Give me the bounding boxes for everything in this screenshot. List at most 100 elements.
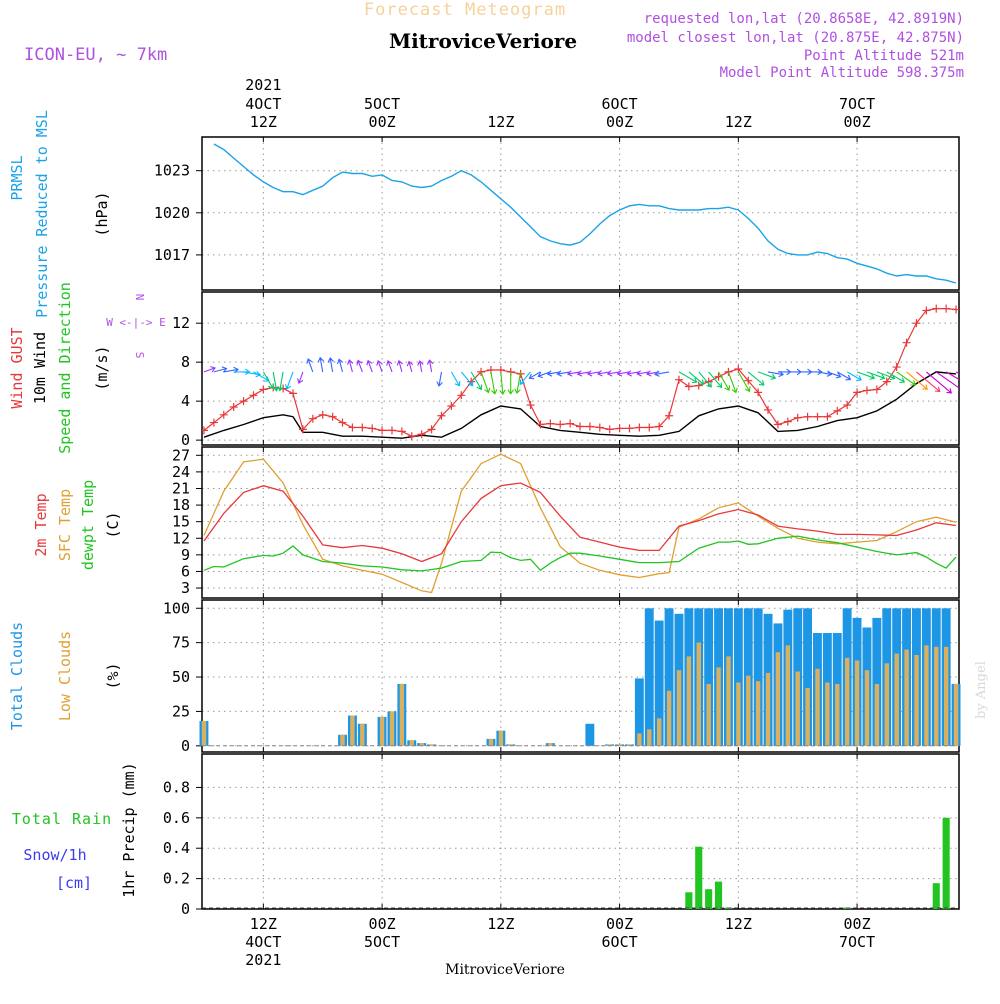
gust-marker: [298, 425, 307, 434]
panel-frame: [201, 599, 960, 753]
rain-bar: [705, 889, 713, 909]
gust-marker: [477, 367, 486, 376]
y-label-total-rain: Total Rain: [12, 810, 112, 828]
bottom-time-label: 12Z: [487, 915, 514, 933]
y-label-wind: 10m Wind: [31, 332, 49, 404]
gust-marker: [862, 386, 871, 395]
low-cloud-bar: [498, 730, 504, 746]
y-tick-label: 12: [172, 314, 190, 332]
low-cloud-bar: [874, 683, 880, 746]
gust-marker: [625, 424, 634, 433]
gust-marker: [882, 377, 891, 386]
y-tick-label: 27: [172, 446, 190, 464]
wind-arrow: [537, 371, 551, 379]
gust-marker: [249, 391, 258, 400]
gust-marker: [387, 426, 396, 435]
bottom-time-label: 2021: [245, 951, 281, 969]
y-tick-label: 1017: [154, 246, 190, 264]
wind-arrow: [499, 371, 506, 396]
wind-arrow: [262, 371, 274, 390]
top-time-label: 5OCT: [364, 95, 400, 113]
panel-5: 0 0.2 0.4 0.6 0.8: [163, 753, 960, 918]
wind-10m-line: [203, 371, 957, 439]
gust-marker: [229, 402, 238, 411]
low-cloud-bar: [815, 668, 820, 746]
total-cloud-bar: [654, 620, 664, 746]
wind-arrow: [233, 368, 251, 376]
total-cloud-bar: [733, 608, 743, 746]
y-label-ms: (m/s): [93, 345, 111, 390]
low-cloud-bar: [953, 683, 959, 746]
bottom-time-label: 00Z: [844, 915, 871, 933]
low-cloud-bar: [805, 688, 810, 746]
low-cloud-bar: [785, 645, 790, 746]
gust-marker: [536, 420, 545, 429]
wind-arrow: [480, 371, 491, 394]
sfc-temp-line: [203, 453, 957, 594]
gust-marker: [348, 423, 357, 432]
panel-frame: [201, 446, 960, 599]
low-cloud-bar: [825, 682, 830, 746]
low-cloud-bar: [934, 646, 939, 746]
panel-frame: [201, 291, 960, 446]
wind-arrow: [396, 359, 403, 373]
footer-location: MitroviceVeriore: [445, 962, 565, 978]
wind-arrow: [586, 370, 600, 377]
point-altitude: Point Altitude 521m: [804, 48, 964, 64]
wind-arrow: [306, 358, 314, 373]
wind-arrow: [460, 371, 474, 387]
wind-arrow: [406, 360, 414, 373]
gust-marker: [754, 388, 763, 397]
compass-we: W <-|-> E: [106, 316, 166, 329]
total-cloud-bar: [644, 608, 654, 746]
wind-arrow: [846, 371, 862, 381]
gust-marker: [645, 423, 654, 432]
wind-arrow: [866, 371, 886, 381]
wind-arrow: [297, 371, 304, 384]
y-tick-label: 18: [172, 496, 190, 514]
gust-marker: [397, 427, 406, 436]
top-time-label: 6OCT: [602, 95, 638, 113]
low-cloud-bar: [795, 671, 800, 746]
gust-marker: [783, 417, 792, 426]
wind-arrow: [925, 371, 953, 394]
y-tick-label: 0: [181, 431, 190, 449]
y-tick-label: 0.6: [163, 809, 190, 827]
gust-marker: [368, 424, 377, 433]
y-label-c: (C): [104, 511, 122, 538]
gust-marker: [318, 410, 327, 419]
y-label-cm: [cm]: [56, 874, 92, 892]
low-cloud-bar: [676, 670, 682, 746]
gust-marker: [843, 401, 852, 410]
low-cloud-bar: [765, 672, 771, 746]
rain-bar: [715, 881, 723, 909]
low-cloud-bar: [924, 645, 929, 746]
low-cloud-bar: [389, 711, 395, 746]
gust-marker: [289, 389, 298, 398]
bottom-time-label: 00Z: [369, 915, 396, 933]
wind-arrow: [616, 370, 630, 377]
low-cloud-bar: [854, 660, 860, 746]
low-cloud-bar: [429, 744, 434, 746]
wind-arrow: [519, 371, 531, 386]
low-cloud-bar: [419, 743, 424, 746]
wind-arrow: [896, 371, 917, 386]
top-time-label: 12Z: [725, 113, 752, 131]
low-cloud-bar: [627, 744, 632, 746]
y-tick-label: 0.2: [163, 870, 190, 888]
wind-arrow: [827, 371, 842, 379]
wind-arrow: [336, 358, 344, 373]
rain-bar: [685, 892, 693, 909]
low-cloud-bar: [904, 649, 909, 746]
wind-arrow: [678, 371, 698, 384]
y-label-prmsl: PRMSL: [8, 155, 26, 200]
watermark: by Angel: [974, 661, 989, 719]
low-cloud-bar: [637, 733, 642, 746]
gust-marker: [922, 306, 931, 315]
low-cloud-bar: [548, 743, 553, 746]
low-cloud-bar: [488, 738, 494, 746]
rain-bar: [932, 883, 940, 909]
y-label-sfc-temp: SFC Temp: [56, 489, 74, 561]
gust-marker: [813, 412, 822, 421]
